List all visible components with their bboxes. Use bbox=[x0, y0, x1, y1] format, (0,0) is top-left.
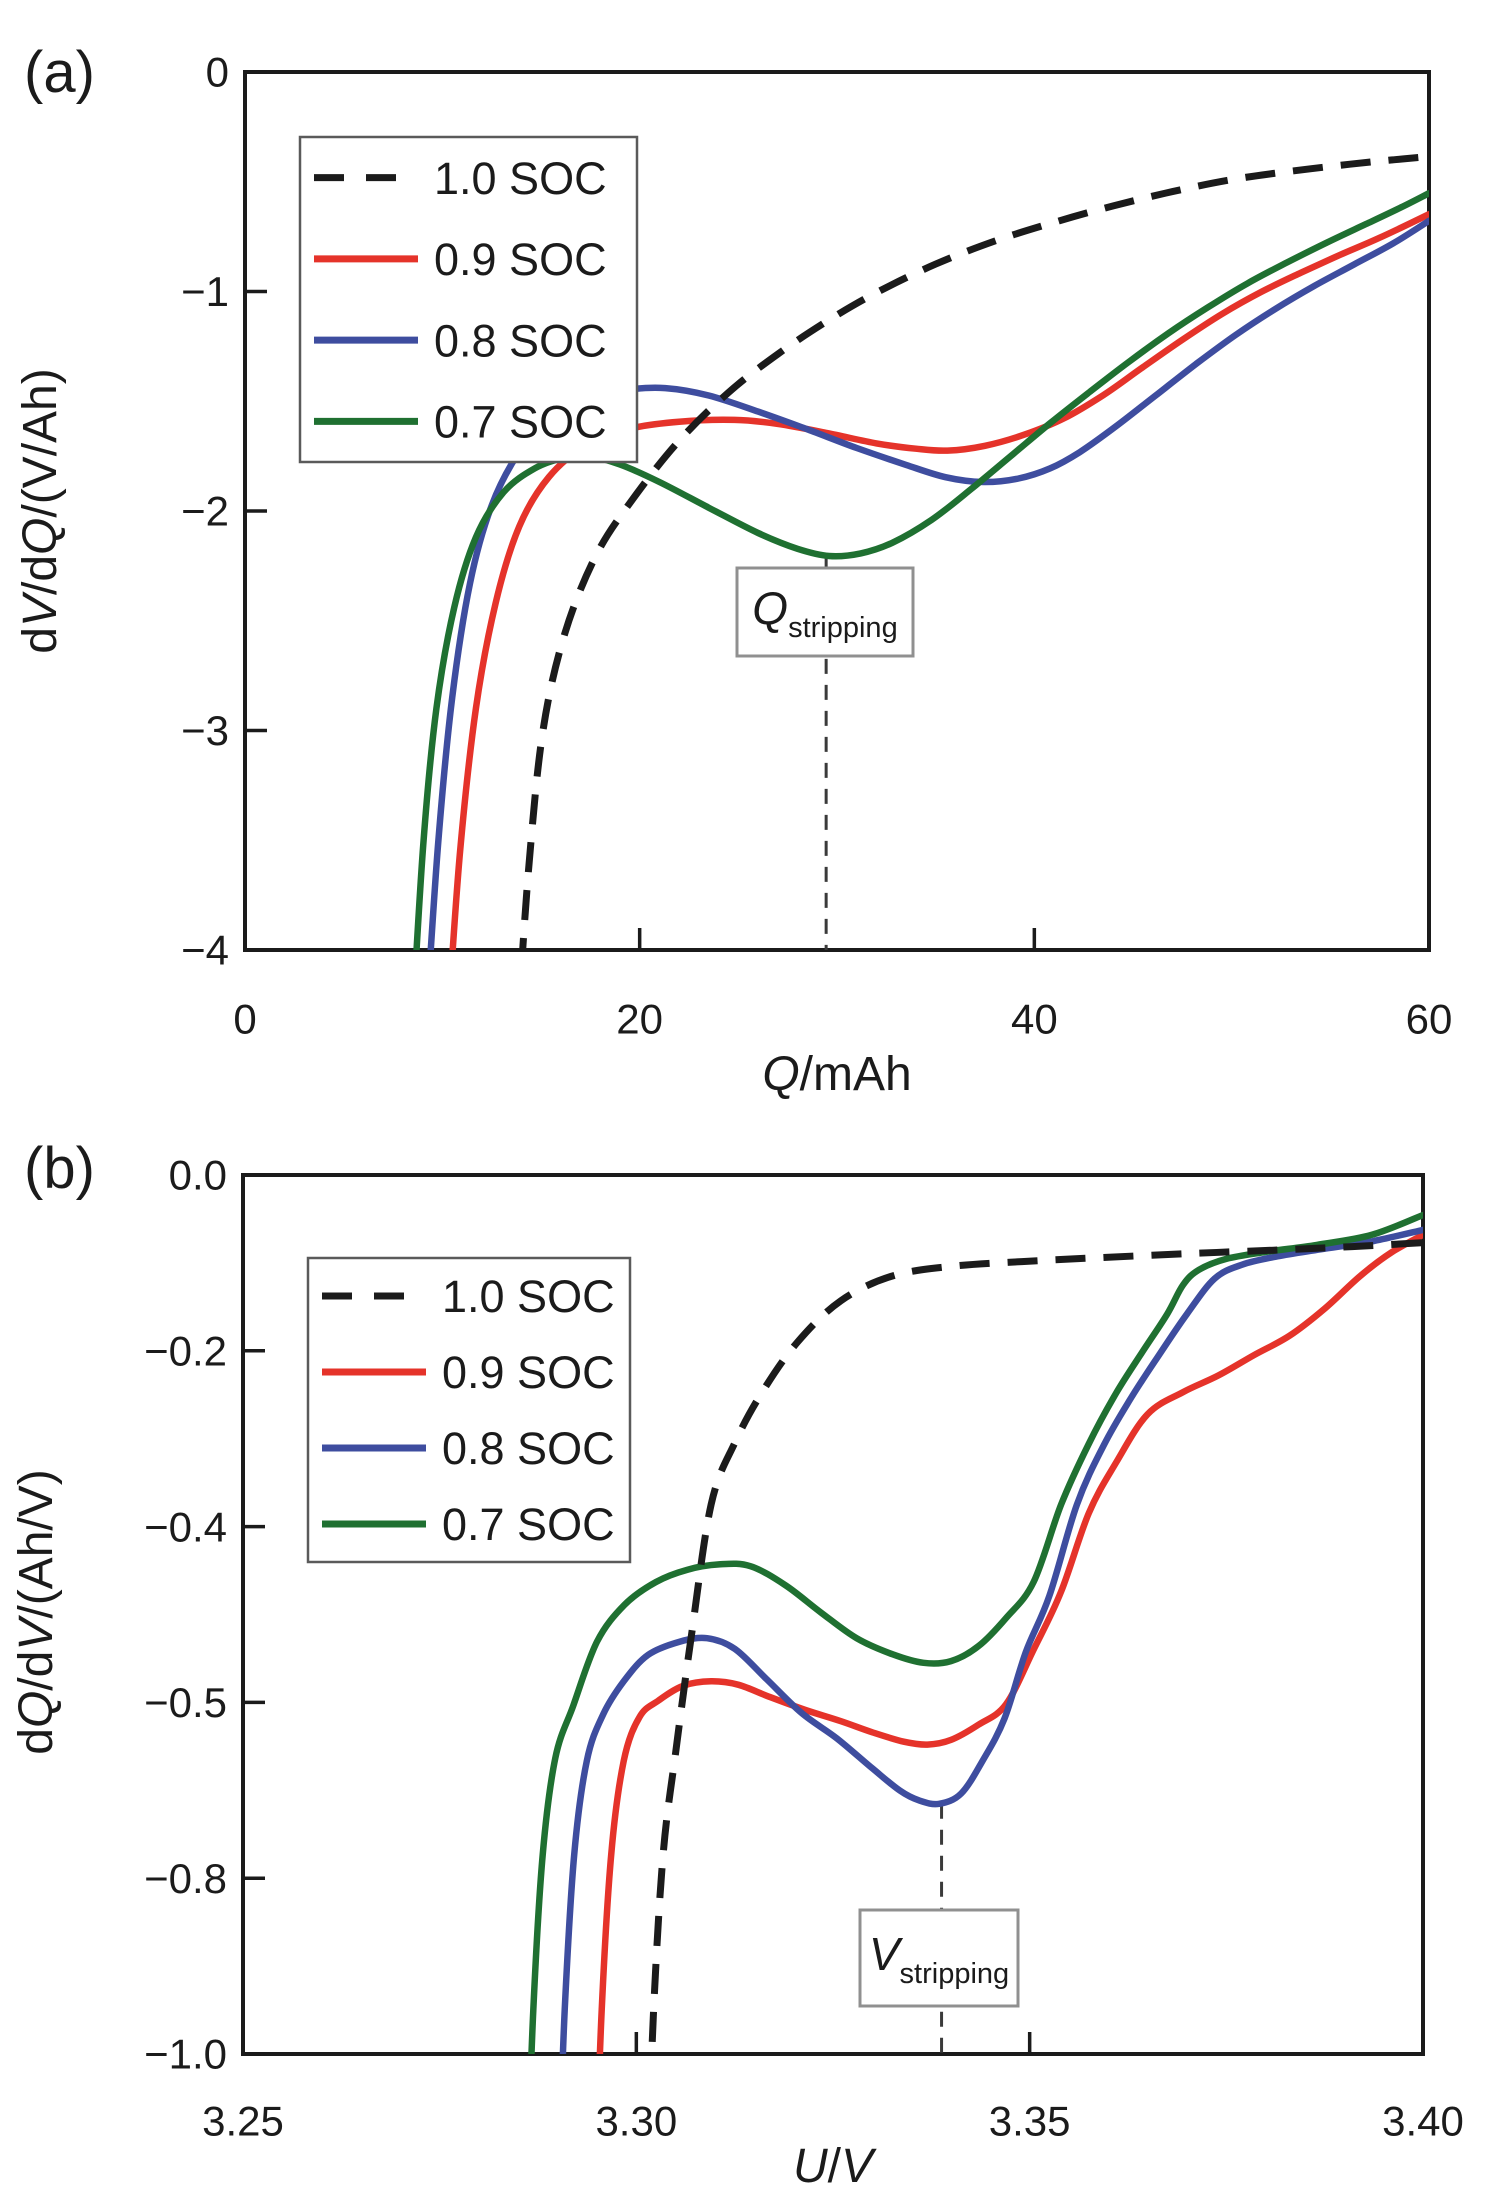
x-axis-title: U/V bbox=[793, 2140, 877, 2193]
y-tick-label: −1 bbox=[181, 268, 229, 315]
series-0-9-soc bbox=[449, 210, 1429, 950]
series-0-7-soc bbox=[528, 1211, 1423, 2054]
legend-entry: 0.8 SOC bbox=[322, 1423, 615, 1474]
y-tick-label: −4 bbox=[181, 927, 229, 974]
x-tick-label: 3.30 bbox=[595, 2098, 677, 2145]
legend-entry: 0.7 SOC bbox=[322, 1499, 615, 1550]
y-tick-label: −0.8 bbox=[144, 1855, 227, 1902]
series-0-7-soc bbox=[413, 189, 1429, 950]
x-axis-title: Q/mAh bbox=[762, 1048, 911, 1101]
x-tick-label: 0 bbox=[233, 996, 256, 1043]
x-tick-label: 3.40 bbox=[1382, 2098, 1464, 2145]
panel-b: (b) 3.25 3.30 3.35 3.40 0.0 −0.2 −0.4 −0.5 −0.8 −1… bbox=[10, 1136, 1464, 2193]
legend-label: 0.8 SOC bbox=[434, 315, 607, 366]
legend-label: 1.0 SOC bbox=[434, 153, 607, 204]
x-tick-label: 3.25 bbox=[202, 2098, 284, 2145]
legend-entry: 0.8 SOC bbox=[314, 315, 607, 366]
legend-label: 1.0 SOC bbox=[442, 1271, 615, 1322]
legend-entry: 1.0 SOC bbox=[314, 153, 607, 204]
legend-label: 0.9 SOC bbox=[442, 1347, 615, 1398]
y-tick-label: −3 bbox=[181, 707, 229, 754]
x-tick-label: 3.35 bbox=[989, 2098, 1071, 2145]
legend: 1.0 SOC 0.9 SOC 0.8 SOC 0.7 SOC bbox=[298, 135, 639, 464]
annotation-label: Qstripping bbox=[752, 582, 897, 644]
y-axis-title: dV/dQ/(V/Ah) bbox=[14, 368, 67, 653]
legend-entry: 0.7 SOC bbox=[314, 397, 607, 448]
annotation-box bbox=[735, 566, 915, 658]
y-tick-label: −0.4 bbox=[144, 1503, 227, 1550]
y-axis-title: dQ/dV/(Ah/V) bbox=[10, 1469, 63, 1754]
y-tick-label: −0.5 bbox=[144, 1679, 227, 1726]
legend-label: 0.7 SOC bbox=[434, 397, 607, 448]
y-tick-label: −0.2 bbox=[144, 1328, 227, 1375]
y-tick-label: 0.0 bbox=[169, 1152, 227, 1199]
series-0-8-soc bbox=[427, 217, 1429, 950]
legend-label: 0.9 SOC bbox=[434, 234, 607, 285]
legend-label: 0.8 SOC bbox=[442, 1423, 615, 1474]
legend: 1.0 SOC 0.9 SOC 0.8 SOC 0.7 SOC bbox=[306, 1256, 632, 1564]
series-0-9-soc bbox=[596, 1231, 1423, 2054]
legend-box bbox=[298, 135, 639, 464]
legend-box bbox=[306, 1256, 632, 1564]
x-tick-label: 60 bbox=[1406, 996, 1453, 1043]
annotation-box bbox=[858, 1908, 1020, 2008]
series-0-8-soc bbox=[559, 1226, 1423, 2054]
panel-letter: (b) bbox=[24, 1136, 95, 1201]
panel-letter: (a) bbox=[24, 40, 95, 105]
y-tick-label: 0 bbox=[206, 49, 229, 96]
legend-label: 0.7 SOC bbox=[442, 1499, 615, 1550]
y-tick-label: −1.0 bbox=[144, 2031, 227, 2078]
annotation-label: Vstripping bbox=[869, 1928, 1009, 1990]
legend-entry: 1.0 SOC bbox=[322, 1271, 615, 1322]
series-1-0-soc bbox=[648, 1239, 1423, 2054]
series-1-0-soc bbox=[519, 153, 1429, 950]
y-tick-label: −2 bbox=[181, 488, 229, 535]
panel-a: (a) 0 20 40 60 0 −1 −2 −3 −4 Q/mAh dV/dQ/(V/Ah) Qstr… bbox=[14, 40, 1452, 1101]
x-tick-label: 20 bbox=[616, 996, 663, 1043]
legend-entry: 0.9 SOC bbox=[322, 1347, 615, 1398]
legend-entry: 0.9 SOC bbox=[314, 234, 607, 285]
plot-frame bbox=[241, 1173, 1425, 2056]
x-tick-label: 40 bbox=[1011, 996, 1058, 1043]
